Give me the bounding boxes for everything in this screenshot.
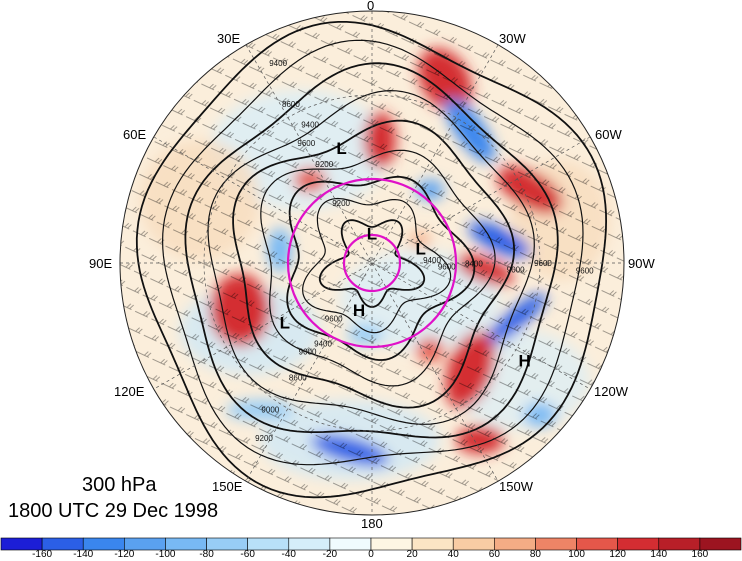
lon-label-60e: 60E bbox=[123, 127, 147, 142]
colorbar-label: 160 bbox=[691, 549, 709, 560]
contour-label: 8400 bbox=[465, 259, 483, 268]
lon-label-30w: 30W bbox=[499, 31, 526, 46]
contour-label: 9200 bbox=[332, 199, 350, 208]
lon-label-120w: 120W bbox=[594, 384, 628, 399]
contour-label: 9400 bbox=[301, 120, 319, 129]
colorbar-label: 80 bbox=[529, 549, 541, 560]
colorbar-label: 120 bbox=[609, 549, 626, 560]
pressure-center-h: H bbox=[353, 301, 365, 320]
colorbar-swatch bbox=[699, 537, 742, 551]
contour-label: 9400 bbox=[269, 59, 287, 68]
colorbar-label: -80 bbox=[199, 549, 214, 560]
contour-label: 9600 bbox=[576, 267, 594, 276]
pressure-center-l: L bbox=[367, 224, 377, 243]
lon-label-90w: 90W bbox=[628, 256, 655, 271]
contour-line bbox=[286, 175, 476, 361]
colorbar bbox=[0, 537, 742, 551]
title-level: 300 hPa bbox=[82, 474, 157, 496]
colorbar-label: 140 bbox=[650, 549, 668, 560]
pressure-center-h: H bbox=[518, 352, 530, 371]
contour-labels: 9400940096009600920092008400860086009600… bbox=[255, 59, 594, 443]
lon-label-150w: 150W bbox=[499, 479, 533, 494]
colorbar-label: -140 bbox=[73, 549, 94, 560]
colorbar-label: -120 bbox=[114, 549, 135, 560]
magenta-circle-60 bbox=[286, 177, 458, 349]
colorbar-label: 20 bbox=[406, 549, 418, 560]
contour-label: 9200 bbox=[255, 434, 273, 443]
colorbar-label: -160 bbox=[32, 549, 53, 560]
contour-label: 9400 bbox=[423, 256, 441, 265]
lon-label-90e: 90E bbox=[89, 256, 113, 271]
contour-label: 9400 bbox=[314, 340, 332, 349]
title-time: 1800 UTC 29 Dec 1998 bbox=[8, 500, 219, 522]
colorbar-label: 40 bbox=[447, 549, 459, 560]
contour-label: 8600 bbox=[289, 374, 307, 383]
contour-label: 9600 bbox=[438, 262, 456, 271]
lon-label-0: 0 bbox=[367, 0, 375, 13]
colorbar-label: -40 bbox=[281, 549, 296, 560]
latitude-circles bbox=[286, 177, 458, 349]
lon-label-150e: 150E bbox=[212, 479, 243, 494]
colorbar-label: -100 bbox=[155, 549, 176, 560]
contour-label: 9600 bbox=[534, 259, 552, 268]
colorbar-label: -20 bbox=[322, 549, 338, 560]
pressure-center-l: L bbox=[280, 314, 290, 333]
lon-label-180: 180 bbox=[361, 516, 383, 531]
lon-label-60w: 60W bbox=[595, 127, 622, 142]
contour-label: 9600 bbox=[297, 139, 315, 148]
pressure-center-l: L bbox=[415, 239, 425, 258]
contour-label: 9200 bbox=[315, 160, 333, 169]
contour-label: 9000 bbox=[261, 406, 279, 415]
contour-label: 9000 bbox=[299, 348, 317, 357]
colorbar-label: -60 bbox=[240, 549, 255, 560]
colorbar-label: 60 bbox=[488, 549, 500, 560]
map-border bbox=[119, 10, 625, 516]
colorbar-label: 100 bbox=[568, 549, 585, 560]
pressure-centers: L L L H L H bbox=[280, 139, 531, 371]
contour-label: 9600 bbox=[325, 315, 343, 324]
lon-label-30e: 30E bbox=[217, 31, 241, 46]
contour-label: 9000 bbox=[507, 266, 525, 275]
pressure-center-l: L bbox=[336, 139, 346, 158]
contour-label: 8600 bbox=[282, 100, 300, 109]
lon-label-120e: 120E bbox=[114, 384, 145, 399]
magenta-circle-80 bbox=[342, 233, 402, 293]
colorbar-label: 0 bbox=[368, 549, 374, 560]
